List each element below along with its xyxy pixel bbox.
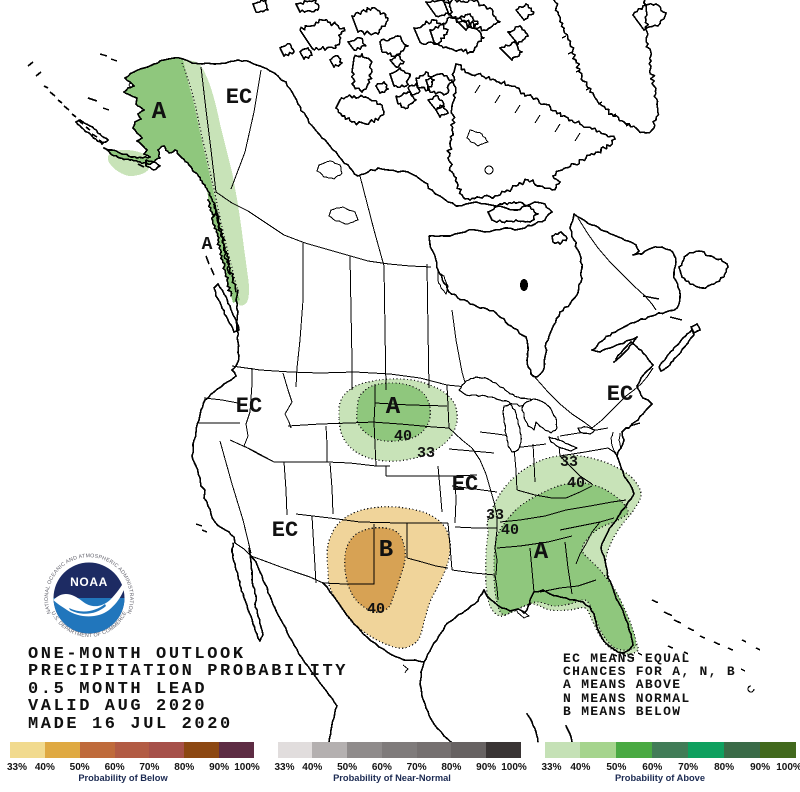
svg-text:EC: EC — [272, 518, 298, 543]
svg-text:40: 40 — [394, 428, 412, 445]
svg-text:33: 33 — [417, 445, 435, 462]
svg-text:EC: EC — [236, 394, 262, 419]
svg-text:EC: EC — [452, 472, 478, 497]
svg-text:EC: EC — [607, 382, 633, 407]
svg-text:33: 33 — [560, 454, 578, 471]
svg-text:A: A — [152, 99, 167, 126]
svg-text:40: 40 — [567, 475, 585, 492]
svg-text:40: 40 — [501, 522, 519, 539]
svg-text:EC: EC — [226, 85, 252, 110]
svg-text:A: A — [386, 394, 401, 421]
svg-text:NOAA: NOAA — [70, 575, 108, 589]
svg-text:33: 33 — [486, 507, 504, 524]
svg-text:40: 40 — [367, 601, 385, 618]
svg-text:A: A — [534, 539, 549, 566]
svg-text:A: A — [202, 235, 213, 255]
svg-text:B: B — [379, 537, 393, 564]
